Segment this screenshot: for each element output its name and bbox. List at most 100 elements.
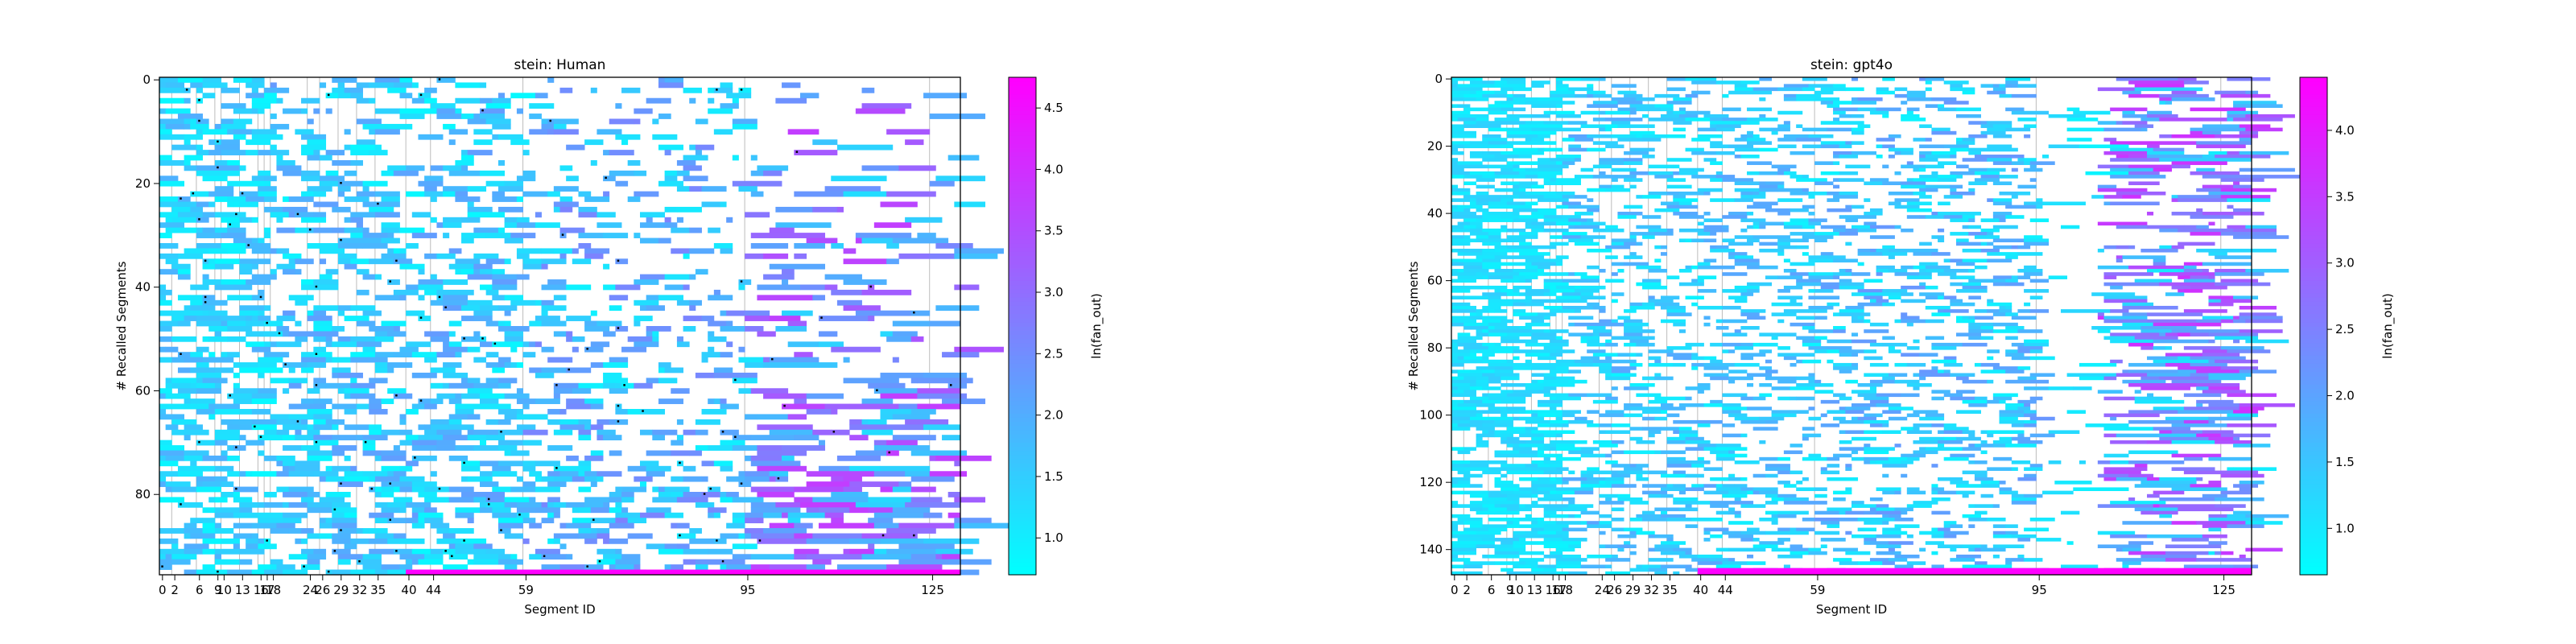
colorbar-step	[1009, 458, 1036, 464]
heatmap-cell	[214, 263, 234, 270]
heatmap-cell	[1488, 124, 1501, 129]
heatmap-cell	[1587, 302, 1600, 307]
heatmap-cell	[1482, 272, 1501, 276]
heatmap-cell	[1876, 403, 1901, 407]
heatmap-cell	[350, 393, 376, 399]
heatmap-cell	[892, 414, 931, 420]
heatmap-cell	[559, 206, 573, 213]
heatmap-cell	[1943, 369, 1951, 374]
heatmap-cell	[1901, 312, 1908, 316]
heatmap-cell	[954, 569, 980, 576]
heatmap-cell	[861, 419, 869, 425]
marker-dot	[623, 384, 625, 386]
heatmap-cell	[1469, 198, 1476, 202]
heatmap-cell	[1740, 218, 1766, 222]
heatmap-cell	[1666, 204, 1680, 209]
heatmap-cell	[1654, 175, 1674, 179]
heatmap-cell	[1451, 447, 1464, 451]
heatmap-cell	[1673, 171, 1680, 175]
heatmap-cell	[646, 543, 666, 550]
heatmap-cell	[1605, 110, 1631, 115]
heatmap-cell	[1642, 484, 1668, 488]
heatmap-cell	[621, 486, 647, 493]
heatmap-cell	[1494, 309, 1501, 313]
heatmap-cell	[362, 554, 382, 560]
heatmap-cell	[701, 460, 715, 467]
heatmap-cell	[455, 196, 481, 202]
heatmap-cell	[769, 316, 801, 321]
heatmap-cell	[350, 538, 369, 544]
heatmap-cell	[1943, 101, 1969, 105]
heatmap-cell	[566, 403, 592, 410]
heatmap-cell	[1678, 433, 1699, 438]
heatmap-cell	[1777, 456, 1790, 461]
heatmap-cell	[492, 97, 511, 104]
heatmap-cell	[1901, 453, 1926, 458]
heatmap-cell	[1636, 353, 1643, 357]
heatmap-cell	[1839, 419, 1864, 424]
heatmap-cell	[1938, 444, 1945, 448]
heatmap-cell	[332, 518, 357, 524]
heatmap-cell	[461, 150, 469, 155]
heatmap-cell	[2183, 456, 2203, 461]
heatmap-cell	[1802, 326, 1815, 330]
heatmap-cell	[1802, 238, 1809, 243]
heatmap-cell	[362, 310, 382, 316]
heatmap-cell	[2024, 493, 2043, 498]
heatmap-cell	[1888, 269, 1908, 273]
heatmap-cell	[634, 108, 653, 114]
heatmap-cell	[2227, 151, 2240, 155]
heatmap-cell	[584, 564, 604, 570]
heatmap-cell	[1513, 312, 1538, 316]
heatmap-cell	[2011, 161, 2025, 165]
heatmap-cell	[1722, 342, 1741, 347]
heatmap-cell	[1476, 232, 1489, 236]
heatmap-cell	[1501, 107, 1526, 112]
heatmap-cell	[2024, 467, 2043, 471]
heatmap-cell	[1580, 453, 1606, 458]
heatmap-cell	[473, 497, 487, 503]
heatmap-cell	[430, 398, 444, 404]
heatmap-cell	[2208, 416, 2252, 421]
colorbar-step	[1009, 234, 1036, 240]
heatmap-cell	[683, 559, 690, 565]
heatmap-cell	[1451, 390, 1464, 394]
heatmap-cell	[159, 548, 185, 555]
heatmap-cell	[1531, 208, 1538, 213]
heatmap-cell	[609, 522, 634, 529]
heatmap-cell	[1525, 275, 1538, 279]
heatmap-cell	[301, 144, 327, 151]
heatmap-cell	[313, 419, 327, 425]
heatmap-cell	[196, 486, 221, 493]
heatmap-cell	[1777, 470, 1790, 475]
heatmap-cell	[1476, 332, 1483, 336]
x-tick-label: 10	[217, 583, 232, 597]
heatmap-cell	[1999, 84, 2006, 88]
marker-dot	[586, 565, 588, 568]
heatmap-cell	[2183, 346, 2222, 350]
heatmap-cell	[763, 253, 789, 259]
heatmap-cell	[1882, 245, 1895, 250]
heatmap-cell	[436, 486, 450, 493]
heatmap-cell	[356, 559, 382, 565]
heatmap-cell	[473, 227, 481, 233]
heatmap-cell	[1525, 167, 1538, 172]
heatmap-cell	[455, 548, 481, 555]
heatmap-cell	[2005, 312, 2018, 316]
heatmap-cell	[325, 382, 351, 389]
heatmap-cell	[615, 409, 629, 415]
marker-dot	[709, 487, 712, 490]
heatmap-cell	[1451, 171, 1471, 175]
heatmap-cell	[430, 522, 450, 529]
heatmap-cell	[301, 217, 327, 223]
heatmap-cell	[1550, 369, 1569, 374]
heatmap-cell	[843, 279, 887, 285]
heatmap-cell	[1673, 195, 1686, 199]
heatmap-cell	[467, 206, 493, 213]
heatmap-cell	[1580, 484, 1600, 488]
heatmap-cell	[1555, 447, 1581, 451]
heatmap-cell	[1451, 481, 1459, 485]
heatmap-cell	[1605, 339, 1612, 344]
heatmap-cell	[935, 243, 973, 249]
heatmap-cell	[1715, 171, 1723, 175]
